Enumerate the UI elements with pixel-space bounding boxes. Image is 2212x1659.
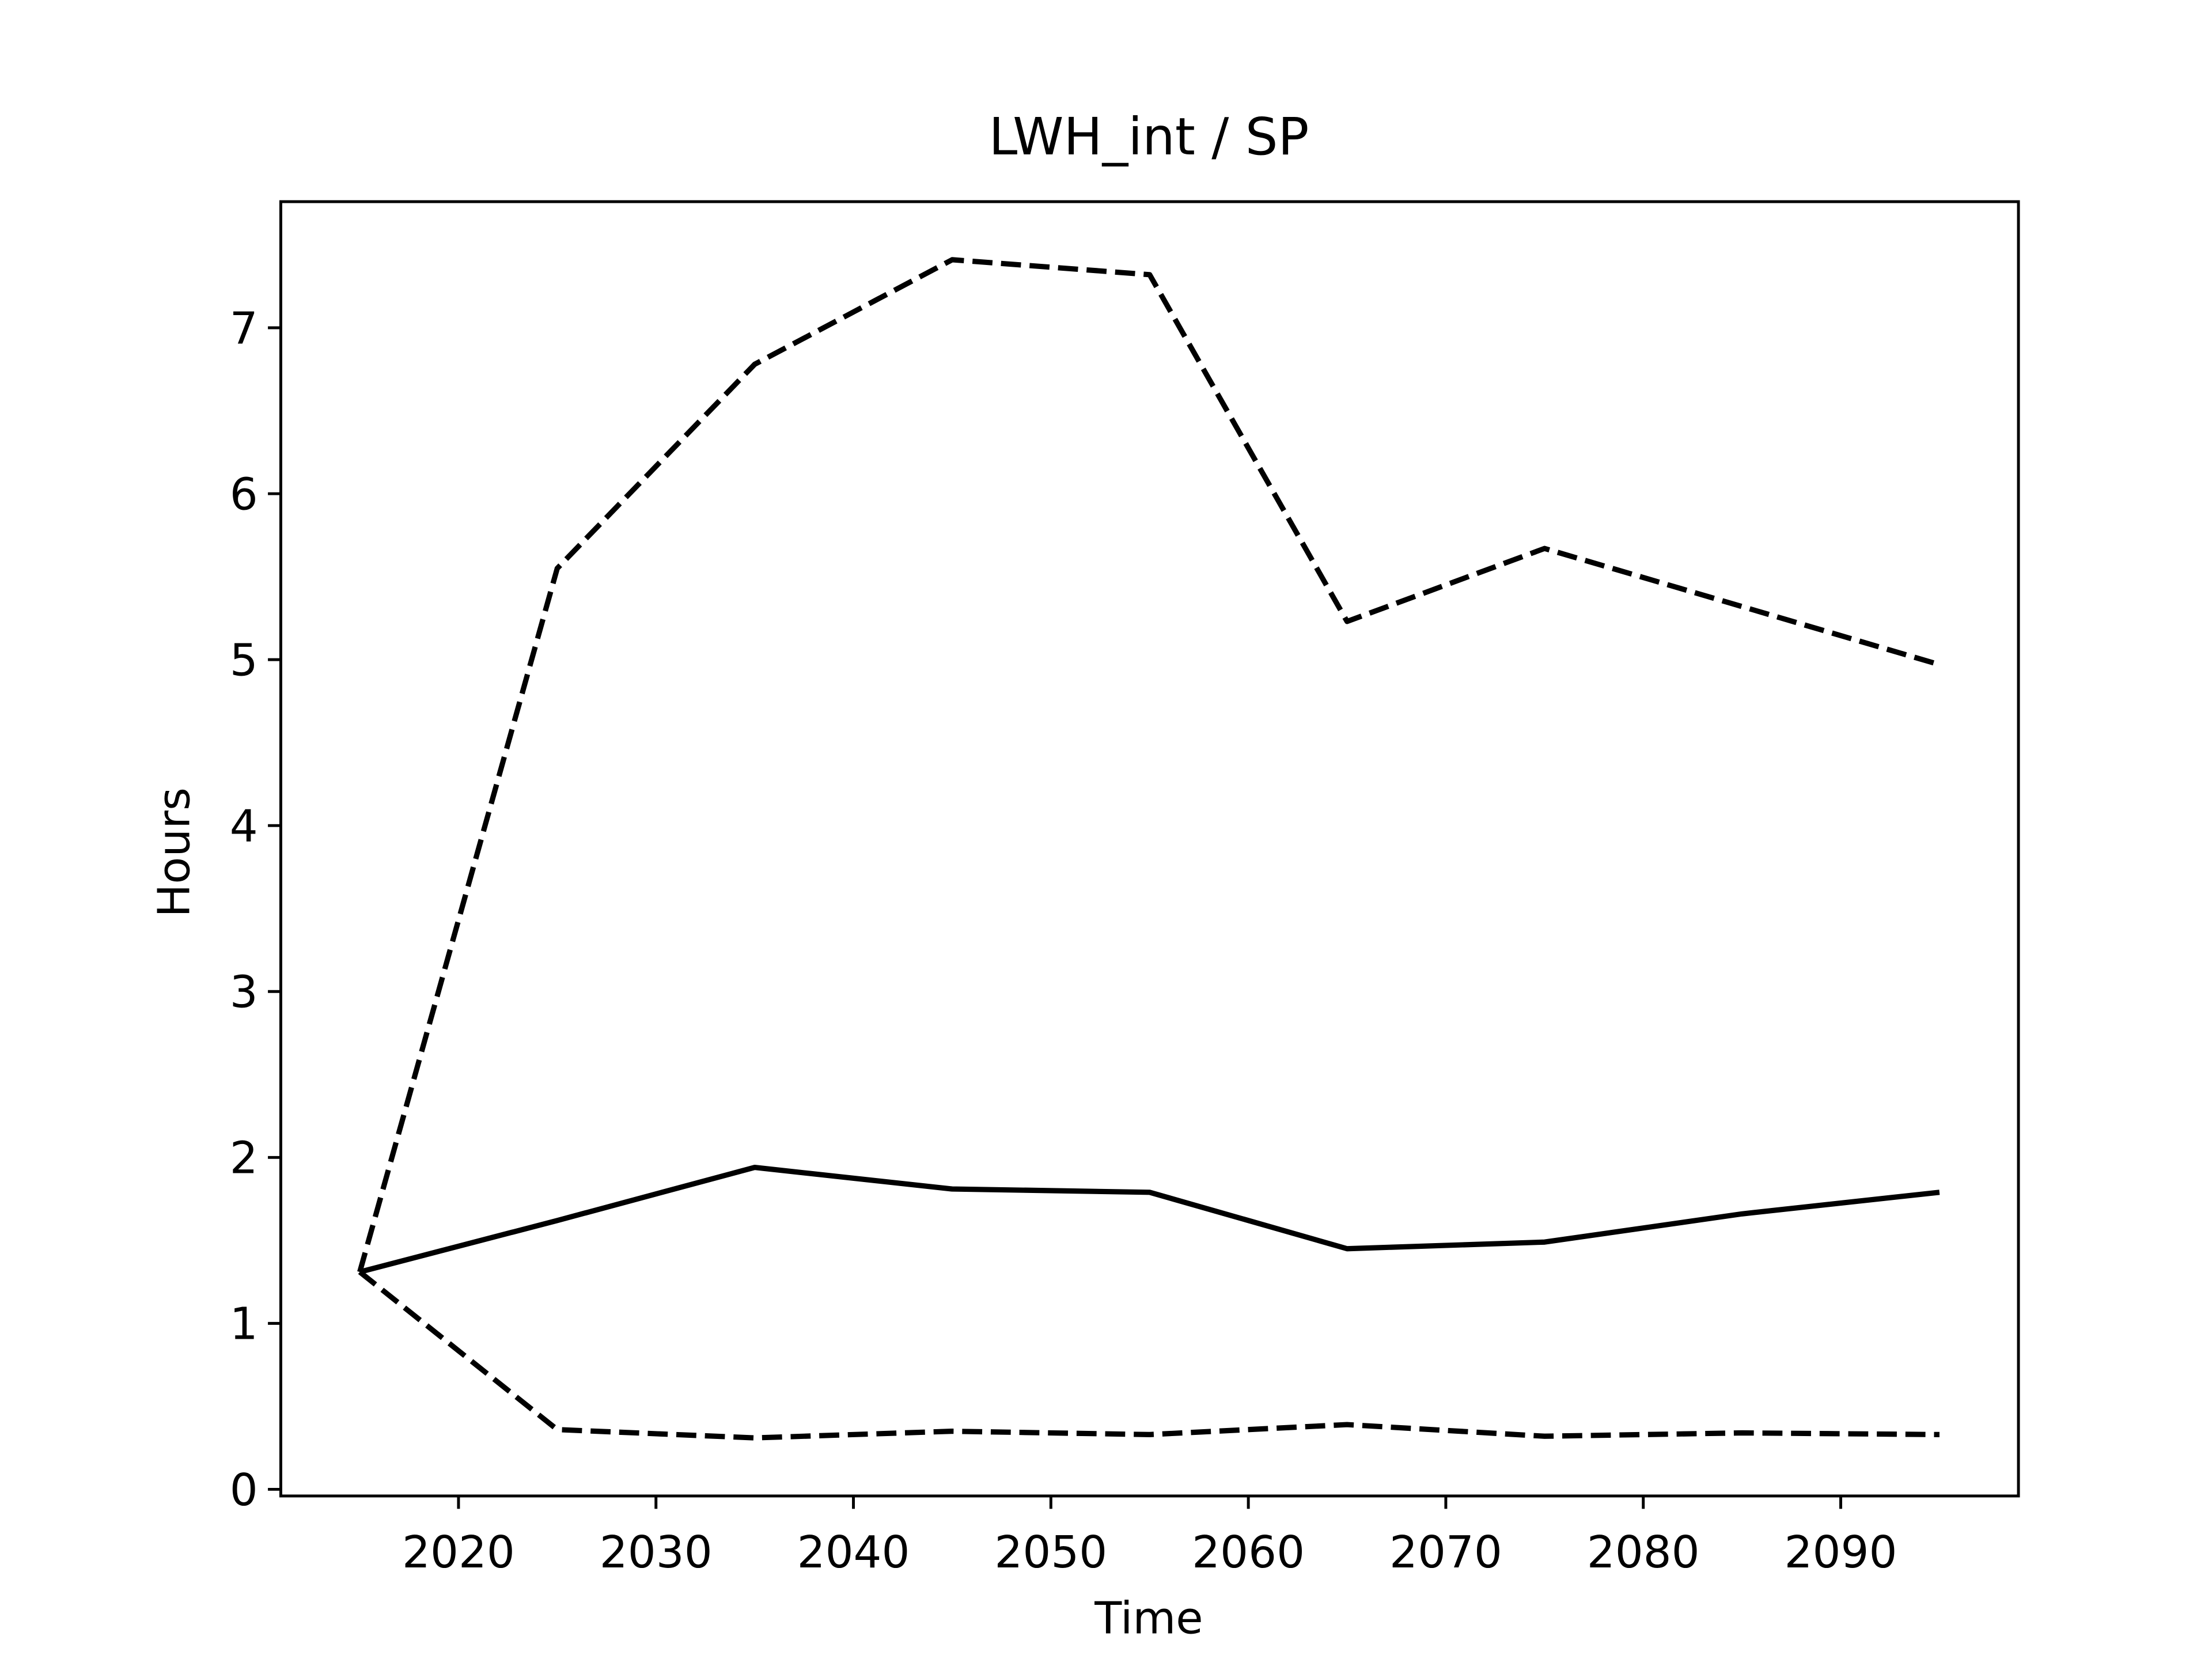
y-tick-label: 7: [230, 303, 258, 354]
plot-frame: [279, 200, 2020, 1498]
x-tick-label: 2020: [402, 1527, 515, 1578]
y-tick-label: 0: [230, 1465, 258, 1516]
y-tick-label: 1: [230, 1299, 258, 1350]
y-tick-label: 5: [230, 635, 258, 686]
x-tick-label: 2040: [797, 1527, 910, 1578]
x-tick-label: 2060: [1192, 1527, 1305, 1578]
y-axis-label: Hours: [149, 787, 200, 917]
line-series: [357, 257, 1941, 1273]
x-tick-label: 2090: [1785, 1527, 1897, 1578]
y-tick-label: 4: [230, 801, 258, 852]
line-series: [358, 1270, 1940, 1441]
line-series: [359, 1165, 1940, 1275]
y-tick-label: 2: [230, 1133, 258, 1184]
chart-title: LWH_int / SP: [989, 107, 1309, 167]
y-tick-label: 3: [230, 967, 258, 1018]
x-tick-label: 2050: [994, 1527, 1107, 1578]
x-axis-label: Time: [1094, 1593, 1203, 1644]
x-tick-label: 2030: [600, 1527, 713, 1578]
y-tick-label: 6: [230, 469, 258, 520]
x-tick-label: 2070: [1389, 1527, 1502, 1578]
x-tick-label: 2080: [1587, 1527, 1700, 1578]
